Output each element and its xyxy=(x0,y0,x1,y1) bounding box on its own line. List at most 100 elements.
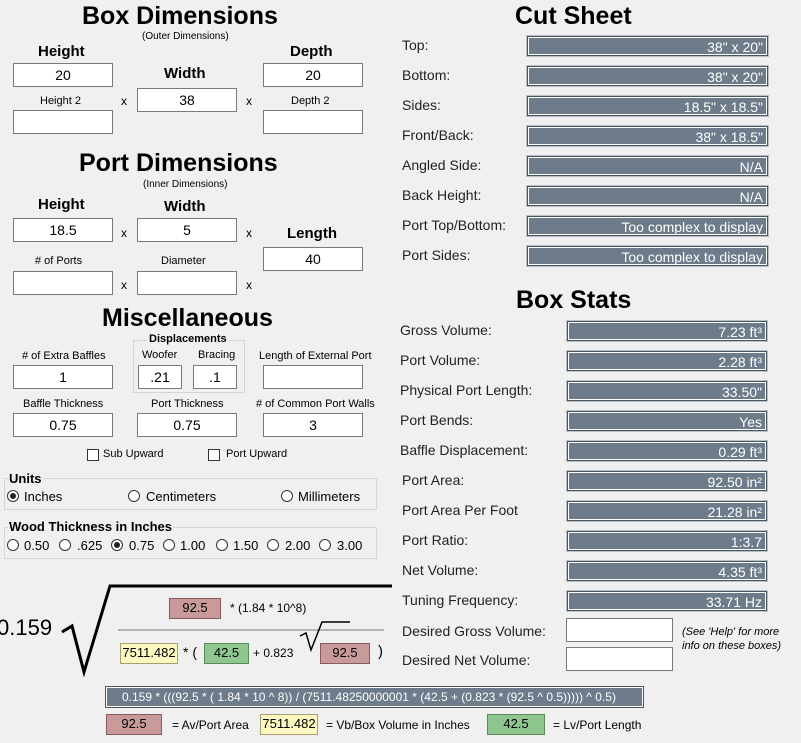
units-millimeters-radio[interactable] xyxy=(281,490,293,502)
box-stats-title: Box Stats xyxy=(516,286,632,314)
formula-vb-box: 7511.482 xyxy=(120,643,178,664)
box-height2-input[interactable] xyxy=(13,110,113,134)
port-length-input[interactable] xyxy=(263,247,363,271)
multiply-sign: x xyxy=(121,94,127,108)
formula-close-paren: ) xyxy=(378,643,383,660)
legend-vb-label: = Vb/Box Volume in Inches xyxy=(326,718,470,732)
wood-thickness-title: Wood Thickness in Inches xyxy=(8,519,174,534)
desired-gross-label: Desired Gross Volume: xyxy=(402,623,546,639)
port-upward-label: Port Upward xyxy=(226,448,288,460)
cut-sheet-value: N/A xyxy=(527,156,768,176)
box-stat-label: Port Area Per Foot xyxy=(402,502,518,518)
desired-gross-input[interactable] xyxy=(566,618,673,642)
legend-av-label: = Av/Port Area xyxy=(172,718,249,732)
box-depth2-label: Depth 2 xyxy=(291,95,330,107)
box-stat-label: Port Bends: xyxy=(400,412,474,428)
formula-lv-box: 42.5 xyxy=(204,643,249,664)
wood-300-label: 3.00 xyxy=(337,538,363,553)
formula-av2-box: 92.5 xyxy=(320,643,370,664)
multiply-sign: x xyxy=(246,94,252,108)
box-stat-label: Physical Port Length: xyxy=(400,382,533,398)
cut-sheet-label: Bottom: xyxy=(402,67,451,83)
wood-075-label: 0.75 xyxy=(129,538,155,553)
external-port-input[interactable] xyxy=(263,365,363,389)
wood-075-radio[interactable] xyxy=(111,539,123,551)
radical-sign-icon xyxy=(61,584,392,678)
units-millimeters-label: Millimeters xyxy=(298,489,361,504)
wood-0625-label: .625 xyxy=(77,538,103,553)
common-walls-label: # of Common Port Walls xyxy=(256,398,375,410)
box-stat-label: Baffle Displacement: xyxy=(400,442,529,458)
box-stat-value: 4.35 ft³ xyxy=(567,561,767,581)
wood-0625-radio[interactable] xyxy=(59,539,71,551)
wood-150-label: 1.50 xyxy=(233,538,259,553)
sub-upward-checkbox[interactable] xyxy=(87,449,99,461)
bracing-input[interactable] xyxy=(193,365,237,389)
formula-radical-graphic xyxy=(61,584,392,678)
cut-sheet-label: Front/Back: xyxy=(402,127,474,143)
formula-coefficient: 0.159 xyxy=(0,615,53,640)
box-stat-value: 33.71 Hz xyxy=(567,591,767,611)
box-stat-value: 1:3.7 xyxy=(567,531,767,551)
box-dimensions-subtitle: (Outer Dimensions) xyxy=(142,31,229,42)
bracing-label: Bracing xyxy=(198,349,236,361)
port-length-label: Length xyxy=(287,225,337,242)
units-centimeters-radio[interactable] xyxy=(128,490,140,502)
port-width-input[interactable] xyxy=(137,218,237,242)
units-inches-radio[interactable] xyxy=(7,490,19,502)
extra-baffles-input[interactable] xyxy=(13,365,113,389)
wood-100-radio[interactable] xyxy=(163,539,175,551)
ports-count-input[interactable] xyxy=(13,271,113,295)
ports-count-label: # of Ports xyxy=(35,255,83,267)
port-height-input[interactable] xyxy=(13,218,113,242)
legend-av-box: 92.5 xyxy=(106,714,162,735)
port-dimensions-subtitle: (Inner Dimensions) xyxy=(143,179,228,190)
box-depth-label: Depth xyxy=(290,43,333,60)
wood-300-radio[interactable] xyxy=(319,539,331,551)
cut-sheet-value: Too complex to display xyxy=(527,216,768,236)
box-stat-label: Port Ratio: xyxy=(402,532,469,548)
units-inches-label: Inches xyxy=(24,489,63,504)
port-upward-checkbox[interactable] xyxy=(208,449,220,461)
woofer-input[interactable] xyxy=(138,365,182,389)
diameter-label: Diameter xyxy=(161,255,206,267)
box-stat-label: Port Volume: xyxy=(400,352,481,368)
baffle-thickness-input[interactable] xyxy=(13,413,113,437)
formula-av-box: 92.5 xyxy=(169,598,221,619)
box-stat-value: Yes xyxy=(567,411,767,431)
cut-sheet-value: 38" x 18.5" xyxy=(527,126,768,146)
wood-150-radio[interactable] xyxy=(216,539,228,551)
diameter-input[interactable] xyxy=(137,271,237,295)
cut-sheet-label: Angled Side: xyxy=(402,157,482,173)
desired-net-input[interactable] xyxy=(566,647,673,671)
box-stat-value: 7.23 ft³ xyxy=(567,321,767,341)
sub-upward-label: Sub Upward xyxy=(103,448,164,460)
port-thickness-label: Port Thickness xyxy=(151,398,224,410)
multiply-sign: x xyxy=(246,226,252,240)
box-width-label: Width xyxy=(164,65,206,82)
formula-plus-coef: + 0.823 xyxy=(253,646,294,660)
common-walls-input[interactable] xyxy=(263,413,363,437)
extra-baffles-label: # of Extra Baffles xyxy=(22,350,106,362)
cut-sheet-label: Back Height: xyxy=(402,187,482,203)
cut-sheet-title: Cut Sheet xyxy=(515,2,632,30)
box-dimensions-title: Box Dimensions xyxy=(82,2,278,30)
multiply-sign: x xyxy=(246,278,252,292)
box-height-input[interactable] xyxy=(13,63,113,87)
box-stat-label: Port Area: xyxy=(402,472,465,488)
box-stat-label: Gross Volume: xyxy=(400,322,492,338)
port-width-label: Width xyxy=(164,198,206,215)
cut-sheet-label: Sides: xyxy=(402,97,441,113)
port-thickness-input[interactable] xyxy=(137,413,237,437)
wood-200-radio[interactable] xyxy=(267,539,279,551)
legend-lv-label: = Lv/Port Length xyxy=(553,718,642,732)
woofer-label: Woofer xyxy=(142,349,178,361)
cut-sheet-label: Port Top/Bottom: xyxy=(402,217,507,233)
desired-net-label: Desired Net Volume: xyxy=(402,652,531,668)
external-port-label: Length of External Port xyxy=(259,350,372,362)
wood-050-radio[interactable] xyxy=(7,539,19,551)
formula-expression: 0.159 * (((92.5 * ( 1.84 * 10 ^ 8)) / (7… xyxy=(105,686,644,708)
box-depth-input[interactable] xyxy=(263,63,363,87)
box-width-input[interactable] xyxy=(137,88,237,112)
box-depth2-input[interactable] xyxy=(263,110,363,134)
